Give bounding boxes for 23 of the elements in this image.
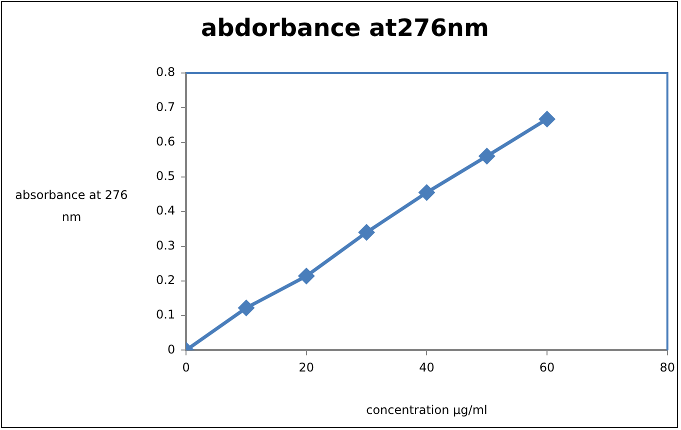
chart-title: abdorbance at276nm bbox=[200, 14, 490, 42]
x-tick-label: 40 bbox=[419, 360, 434, 375]
x-tick-label: 0 bbox=[182, 360, 190, 375]
y-tick-label: 0.8 bbox=[156, 65, 176, 80]
x-tick-label: 60 bbox=[539, 360, 555, 375]
y-tick-label: 0.5 bbox=[156, 169, 176, 184]
point bbox=[418, 184, 434, 200]
y-tick-label: 0.3 bbox=[156, 238, 176, 252]
y-tick-label: 0.1 bbox=[156, 308, 176, 322]
y-axis-title: absorbance at 276 nm bbox=[14, 187, 129, 226]
y-tick-label: 0.2 bbox=[156, 273, 176, 288]
x-tick-label: 20 bbox=[298, 360, 314, 375]
x-tick-label: 80 bbox=[660, 360, 676, 375]
x-axis-title: concentration µg/ml bbox=[366, 402, 488, 417]
y-tick-label: 0.4 bbox=[156, 204, 176, 218]
y-tick-label: 0.6 bbox=[156, 134, 176, 148]
point bbox=[539, 111, 555, 127]
point bbox=[479, 148, 495, 164]
point bbox=[358, 224, 374, 240]
y-tick-label: 0 bbox=[167, 342, 176, 356]
point bbox=[298, 268, 314, 284]
point bbox=[238, 300, 254, 316]
y-tick-label: 0.7 bbox=[156, 100, 176, 114]
